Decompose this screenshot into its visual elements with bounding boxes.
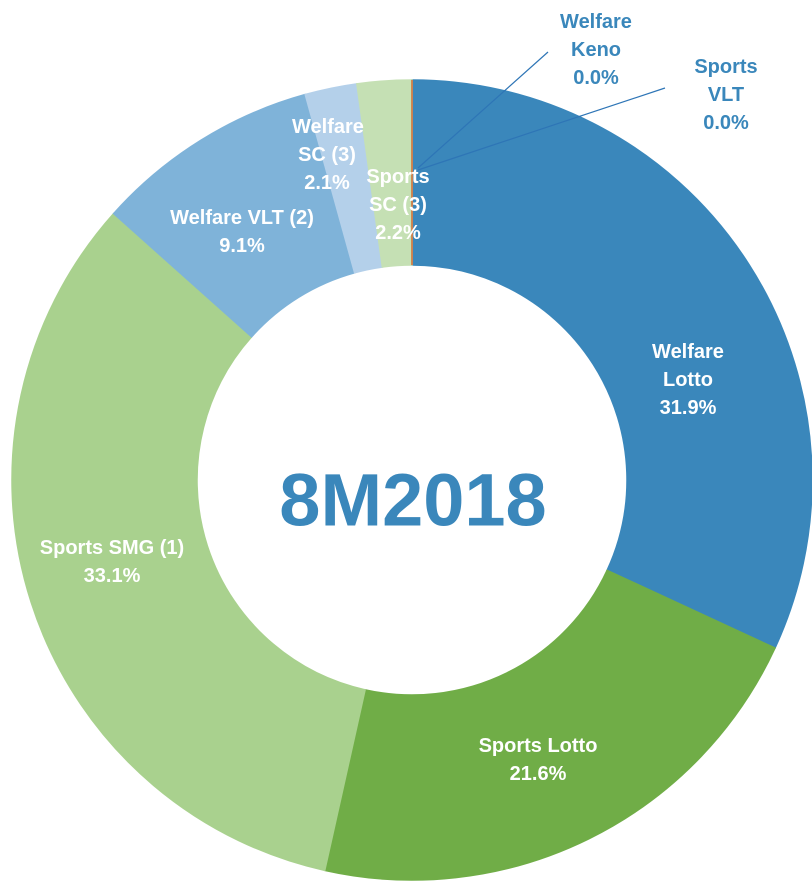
value-label: 2.2%: [375, 222, 421, 244]
slice-label: Welfare Keno 0.0%: [551, 8, 641, 92]
category-label: Sports SMG (1): [39, 537, 185, 559]
category-label: Welfare Keno: [560, 11, 632, 61]
slice-label: Welfare VLT (2) 9.1%: [142, 204, 342, 260]
category-label: Welfare SC (3): [292, 116, 364, 166]
chart-title: 8M2018: [279, 458, 547, 542]
category-label: Welfare Lotto: [652, 341, 724, 391]
value-label: 33.1%: [83, 565, 141, 587]
slice-label: Sports SC (3) 2.2%: [363, 163, 433, 247]
leader-line: [417, 87, 666, 171]
value-label: 0.0%: [573, 67, 619, 89]
category-label: Welfare VLT (2): [170, 207, 314, 229]
category-label: Sports Lotto: [478, 735, 598, 757]
slice: [411, 79, 812, 650]
value-label: 9.1%: [219, 235, 265, 257]
category-label: Sports VLT: [694, 56, 758, 106]
category-label: Sports SC (3): [366, 166, 430, 216]
value-label: 21.6%: [509, 763, 567, 785]
slice-label: Sports VLT 0.0%: [681, 53, 771, 137]
leader-line: [417, 51, 549, 169]
slice-label: Sports Lotto 21.6%: [438, 732, 638, 788]
slice-label: Sports SMG (1) 33.1%: [12, 534, 212, 590]
value-label: 0.0%: [703, 112, 749, 134]
value-label: 31.9%: [659, 397, 717, 419]
slice: [11, 212, 366, 872]
slice-label: Welfare Lotto 31.9%: [638, 338, 738, 422]
value-label: 2.1%: [304, 172, 350, 194]
slice: [323, 569, 776, 881]
slice-label: Welfare SC (3) 2.1%: [292, 113, 364, 197]
